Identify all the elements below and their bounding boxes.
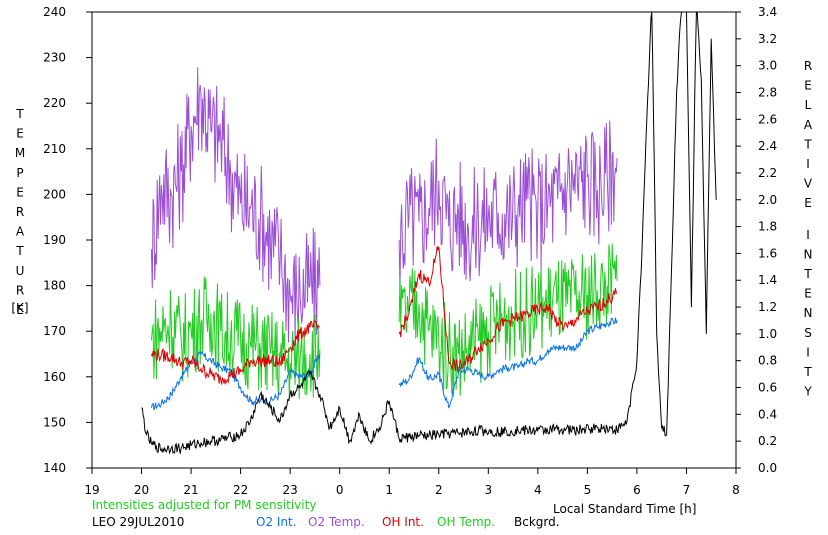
y-left-tick-label: 190 [43,233,66,247]
x-tick-label: 8 [732,483,740,497]
x-tick-label: 6 [633,483,641,497]
y-right-label-letter: E [804,196,812,210]
x-tick-label: 20 [134,483,149,497]
legend-entry: OH Int. [382,515,424,529]
y-left-tick-label: 240 [43,5,66,19]
y-right-label-letter: T [803,365,812,379]
x-tick-label: 4 [534,483,542,497]
y-right-label-letter: N [804,247,813,261]
y-left-label-letter: E [16,185,24,199]
y-left-label-letter: T [15,244,24,258]
y-left-label-letter: R [16,205,24,219]
y-right-tick-label: 1.4 [758,273,777,287]
y-right-tick-label: 2.6 [758,112,777,126]
y-right-label-letter: T [803,137,812,151]
y-right-tick-label: 1.6 [758,246,777,260]
y-right-label-letter: R [804,59,812,73]
x-tick-label: 1 [385,483,393,497]
y-right-tick-label: 3.2 [758,32,777,46]
y-right-tick-label: 3.4 [758,5,777,19]
y-right-label-letter: S [804,326,812,340]
x-axis-label: Local Standard Time [h] [553,502,696,516]
x-tick-label: 3 [484,483,492,497]
series-line-bckgrd [141,11,717,455]
y-right-label-letter: E [804,79,812,93]
y-right-label-letter: V [804,177,813,191]
y-right-tick-label: 0.4 [758,407,777,421]
y-right-label-letter: E [804,287,812,301]
y-right-label-letter: I [806,157,810,171]
y-right-label-letter: N [804,306,813,320]
x-tick-label: 19 [84,483,99,497]
x-tick-label: 7 [683,483,691,497]
x-tick-label: 0 [336,483,344,497]
series-line-o2-temp [150,67,618,343]
x-tick-label: 23 [283,483,298,497]
series-line-o2-int [150,317,618,411]
y-right-tick-label: 0.8 [758,354,777,368]
series-layer [141,11,717,455]
y-right-tick-label: 0.0 [758,461,777,475]
x-tick-label: 22 [233,483,248,497]
y-left-label-letter: U [16,264,25,278]
y-left-tick-label: 140 [43,461,66,475]
y-right-tick-label: 1.0 [758,327,777,341]
series-line-oh-int [150,246,618,386]
y-left-tick-label: 150 [43,415,66,429]
y-right-tick-label: 2.8 [758,85,777,99]
x-tick-label: 21 [183,483,198,497]
y-right-label-letter: I [806,228,810,242]
x-tick-label: 5 [584,483,592,497]
y-right-label-letter: L [805,98,812,112]
y-right-tick-label: 2.0 [758,193,777,207]
y-right-tick-label: 0.6 [758,381,777,395]
text-layer: 19 20 21 22 23 0 1 2 3 4 5 6 7 8140150160170180190200… [11,5,813,529]
y-left-label-letter: M [15,146,25,160]
legend-entry: Bckgrd. [514,515,560,529]
sensitivity-note: Intensities adjusted for PM sensitivity [92,498,316,512]
y-right-tick-label: 3.0 [758,59,777,73]
y-right-label-letter: Y [803,385,812,399]
series-line-oh-temp [150,243,618,402]
legend-entry: OH Temp. [437,515,495,529]
y-right-label-letter: T [803,267,812,281]
y-right-label-letter: I [806,345,810,359]
y-left-label-letter: A [16,225,25,239]
y-left-label-letter: T [15,107,24,121]
y-left-label-letter: P [16,166,23,180]
y-left-tick-label: 160 [43,370,66,384]
y-left-tick-label: 210 [43,142,66,156]
y-left-tick-label: 220 [43,96,66,110]
y-left-label-letter: E [16,303,24,317]
y-right-tick-label: 2.4 [758,139,777,153]
y-right-tick-label: 2.2 [758,166,777,180]
y-left-tick-label: 200 [43,187,66,201]
y-left-label-letter: R [16,283,24,297]
x-tick-label: 2 [435,483,443,497]
legend-entry: O2 Temp. [308,515,365,529]
y-left-tick-label: 170 [43,324,66,338]
station-date: LEO 29JUL2010 [92,515,184,529]
y-right-label-letter: A [804,118,813,132]
axes-layer [86,11,741,474]
legend-entry: O2 Int. [256,515,297,529]
y-left-tick-label: 230 [43,51,66,65]
y-left-tick-label: 180 [43,279,66,293]
y-left-unit-label: [K] [11,301,28,315]
y-right-tick-label: 1.8 [758,220,777,234]
y-right-tick-label: 1.2 [758,300,777,314]
y-right-tick-label: 0.2 [758,434,777,448]
y-left-label-letter: E [16,127,24,141]
